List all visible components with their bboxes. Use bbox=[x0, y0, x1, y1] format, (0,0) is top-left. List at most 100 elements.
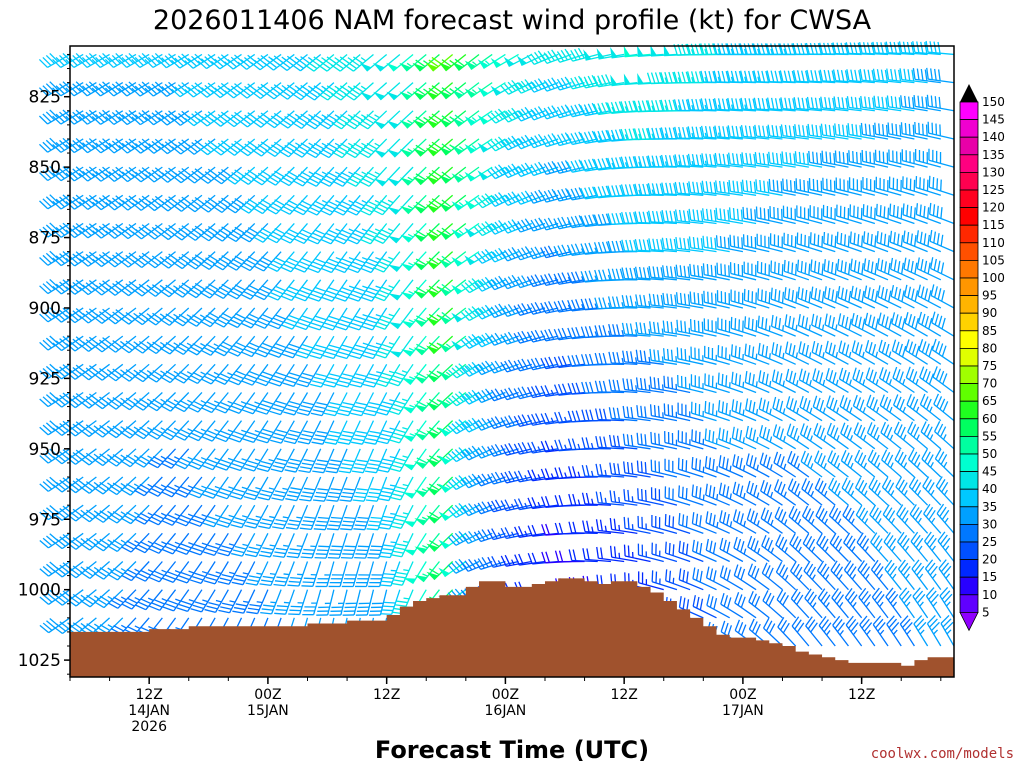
wind-barb bbox=[272, 533, 295, 558]
wind-barb bbox=[876, 258, 902, 281]
wind-barb bbox=[770, 287, 796, 309]
wind-barb bbox=[390, 533, 414, 558]
wind-barb bbox=[808, 150, 836, 168]
wind-barb bbox=[809, 205, 836, 225]
wind-barb bbox=[426, 392, 454, 411]
wind-barb bbox=[594, 408, 625, 422]
wind-barb bbox=[836, 258, 862, 281]
wind-barb bbox=[401, 335, 427, 357]
wind-barb bbox=[923, 503, 942, 534]
wind-barb bbox=[199, 279, 229, 299]
wind-barb bbox=[186, 279, 216, 299]
wind-barb bbox=[775, 534, 797, 563]
wind-barb bbox=[747, 563, 770, 591]
wind-barb bbox=[377, 476, 401, 502]
wind-barb bbox=[425, 307, 454, 326]
wind-barb bbox=[373, 110, 401, 130]
wind-barb bbox=[271, 476, 295, 501]
wind-barb bbox=[647, 210, 677, 225]
wind-barb bbox=[270, 420, 295, 444]
wind-barb bbox=[814, 477, 836, 506]
wind-barb bbox=[609, 545, 638, 563]
wind-barb bbox=[217, 561, 243, 585]
wind-barb bbox=[822, 204, 849, 225]
wind-barb bbox=[832, 69, 862, 84]
wind-barb bbox=[854, 449, 876, 478]
wind-barb bbox=[902, 203, 928, 225]
colorbar-bottom-arrow bbox=[959, 612, 979, 632]
wind-barb bbox=[226, 279, 256, 300]
wind-barb bbox=[355, 589, 375, 616]
wind-barb bbox=[915, 176, 942, 196]
wind-barb bbox=[812, 368, 836, 394]
wind-barb bbox=[799, 395, 823, 422]
wind-barb bbox=[864, 340, 889, 365]
wind-barb bbox=[620, 184, 651, 197]
wind-barb bbox=[52, 532, 84, 550]
wind-barb bbox=[400, 279, 427, 300]
wind-barb bbox=[399, 138, 427, 158]
wind-barb bbox=[845, 615, 863, 647]
wind-barb bbox=[364, 420, 388, 445]
wind-barb bbox=[279, 194, 308, 215]
wind-barb bbox=[332, 166, 361, 187]
wind-barb bbox=[513, 162, 546, 178]
wind-barb bbox=[717, 345, 744, 365]
wind-barb bbox=[539, 217, 572, 231]
wind-barb bbox=[772, 424, 797, 450]
wind-barb bbox=[889, 230, 915, 253]
wind-barb bbox=[133, 420, 163, 440]
wind-barb bbox=[797, 314, 823, 337]
wind-barb bbox=[513, 218, 546, 233]
y-tick-label: 950 bbox=[29, 440, 61, 460]
wind-barb bbox=[881, 476, 902, 506]
wind-barb bbox=[66, 617, 97, 635]
wind-barb bbox=[106, 476, 137, 496]
wind-barb bbox=[899, 615, 915, 647]
wind-barb bbox=[857, 560, 876, 591]
wind-barb bbox=[388, 448, 414, 472]
wind-barb bbox=[402, 476, 427, 499]
wind-barb bbox=[344, 110, 374, 130]
wind-barb bbox=[691, 456, 717, 478]
wind-barb bbox=[610, 46, 638, 59]
wind-barb bbox=[580, 326, 611, 339]
wind-barb bbox=[794, 124, 823, 140]
wind-barb bbox=[500, 415, 532, 429]
wind-barb bbox=[812, 395, 836, 422]
wind-barb bbox=[581, 464, 611, 478]
credit-link[interactable]: coolwx.com/models bbox=[871, 746, 1014, 762]
wind-barb bbox=[719, 510, 744, 534]
colorbar-swatch bbox=[959, 312, 979, 332]
colorbar-label: 115 bbox=[982, 218, 1005, 232]
wind-barb bbox=[201, 448, 229, 471]
wind-barb bbox=[862, 177, 889, 196]
wind-barb bbox=[344, 82, 374, 101]
wind-barb bbox=[388, 279, 414, 301]
wind-barb bbox=[500, 387, 532, 401]
wind-barb bbox=[674, 209, 704, 225]
wind-barb bbox=[757, 342, 783, 365]
wind-barb bbox=[594, 380, 625, 394]
colorbar-swatch bbox=[959, 559, 979, 578]
wind-barb bbox=[896, 504, 915, 534]
wind-barb bbox=[690, 346, 717, 365]
wind-barb bbox=[902, 230, 928, 253]
wind-barb bbox=[804, 588, 823, 619]
wind-barb bbox=[819, 42, 849, 56]
wind-barb bbox=[348, 307, 375, 331]
wind-barb bbox=[732, 454, 757, 478]
wind-barb bbox=[245, 561, 269, 586]
wind-barb bbox=[926, 67, 955, 84]
wind-barb bbox=[691, 512, 717, 534]
wind-barb bbox=[863, 285, 889, 309]
wind-barb bbox=[635, 322, 664, 337]
wind-barb bbox=[740, 125, 770, 140]
wind-barb bbox=[229, 476, 256, 500]
wind-barb bbox=[731, 371, 757, 394]
wind-barbs bbox=[38, 40, 955, 647]
wind-barb bbox=[387, 251, 414, 272]
wind-barb bbox=[175, 532, 203, 555]
wind-barb bbox=[864, 312, 889, 337]
wind-barb bbox=[425, 194, 454, 213]
